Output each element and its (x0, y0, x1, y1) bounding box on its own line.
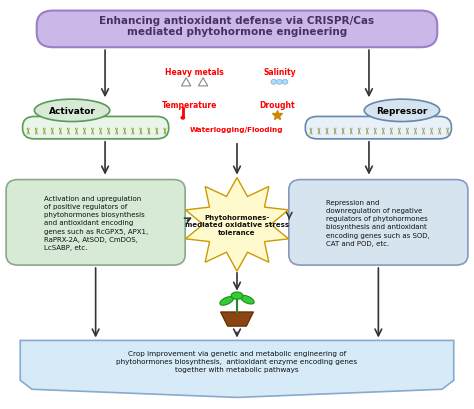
Circle shape (282, 80, 288, 85)
FancyBboxPatch shape (305, 117, 451, 139)
Text: Repression and
downregulation of negative
regulators of phytohormones
biosynthes: Repression and downregulation of negativ… (327, 199, 430, 246)
Polygon shape (185, 178, 289, 272)
Ellipse shape (231, 292, 243, 299)
FancyBboxPatch shape (36, 11, 438, 48)
Text: Enhancing antioxidant defense via CRISPR/Cas
mediated phytohormone engineering: Enhancing antioxidant defense via CRISPR… (100, 16, 374, 37)
Circle shape (271, 80, 277, 85)
FancyBboxPatch shape (23, 117, 169, 139)
Text: Repressor: Repressor (376, 107, 428, 116)
Text: Salinity: Salinity (263, 68, 296, 77)
Ellipse shape (220, 297, 233, 306)
Ellipse shape (241, 296, 254, 304)
Polygon shape (20, 341, 454, 398)
Text: Drought: Drought (259, 101, 295, 110)
Text: Heavy metals: Heavy metals (165, 68, 224, 77)
FancyBboxPatch shape (6, 180, 185, 265)
Circle shape (277, 80, 282, 85)
Ellipse shape (35, 100, 110, 122)
Text: Temperature: Temperature (162, 101, 218, 110)
Text: Activation and upregulation
of positive regulators of
phytohormones biosynthesis: Activation and upregulation of positive … (44, 195, 148, 250)
Text: Phytohormones-
mediated oxidative stress
tolerance: Phytohormones- mediated oxidative stress… (185, 214, 289, 235)
Polygon shape (220, 312, 254, 326)
Text: Activator: Activator (49, 107, 95, 116)
Ellipse shape (364, 100, 439, 122)
Text: Crop improvement via genetic and metabolic engineering of
phytohormones biosynth: Crop improvement via genetic and metabol… (117, 350, 357, 372)
Circle shape (181, 116, 185, 120)
FancyBboxPatch shape (289, 180, 468, 265)
Text: Waterlogging/Flooding: Waterlogging/Flooding (190, 126, 284, 133)
